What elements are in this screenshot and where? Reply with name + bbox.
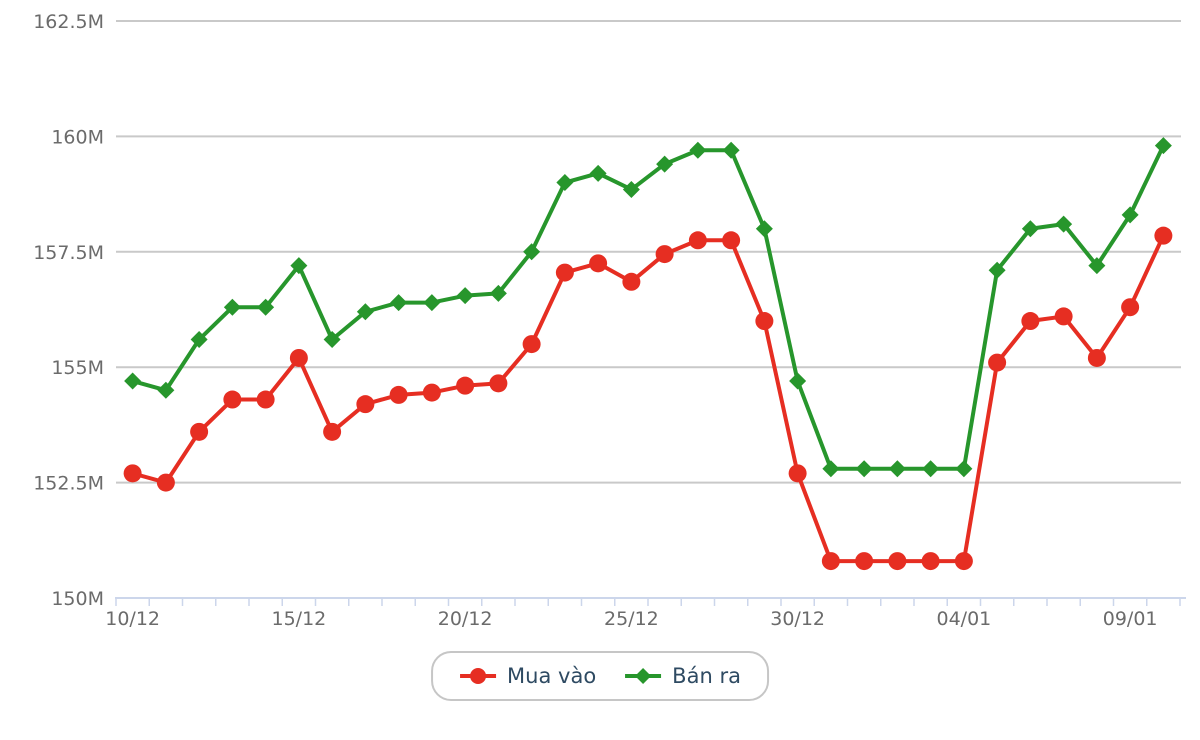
data-point-circle[interactable] [821,552,840,571]
data-point-circle[interactable] [123,464,142,483]
data-point-diamond[interactable] [955,460,973,478]
series-line-diamond [130,143,1166,471]
legend-item-buy[interactable]: Mua vào [459,664,596,688]
data-point-circle[interactable] [589,254,608,273]
data-point-diamond[interactable] [822,460,840,478]
y-axis-label: 160M [51,126,104,148]
data-point-diamond[interactable] [689,141,707,159]
data-point-diamond[interactable] [489,284,507,302]
data-point-circle[interactable] [1054,307,1073,326]
data-point-diamond[interactable] [257,298,275,316]
data-point-circle[interactable] [256,390,275,409]
legend-item-sell[interactable]: Bán ra [624,664,741,688]
data-point-circle[interactable] [722,231,741,250]
data-point-circle[interactable] [622,272,641,291]
data-point-circle[interactable] [921,552,940,571]
data-point-diamond[interactable] [656,155,674,173]
data-point-circle[interactable] [156,473,175,492]
chart-legend: Mua vào Bán ra [431,651,769,701]
y-axis-label: 150M [51,588,104,610]
data-point-diamond[interactable] [1121,206,1139,224]
data-point-diamond[interactable] [589,164,607,182]
legend-marker-shape [470,668,487,684]
data-point-circle[interactable] [688,231,707,250]
x-axis-label: 15/12 [271,608,326,630]
legend-label: Bán ra [672,664,741,688]
x-axis-label: 04/01 [936,608,991,630]
data-point-circle[interactable] [655,245,674,264]
data-point-circle[interactable] [1021,312,1040,331]
data-point-circle[interactable] [954,552,973,571]
data-point-diamond[interactable] [922,460,940,478]
data-point-diamond[interactable] [622,180,640,198]
data-point-circle[interactable] [522,335,541,354]
data-point-circle[interactable] [1154,226,1173,245]
x-axis-label: 20/12 [438,608,493,630]
data-point-circle[interactable] [289,348,308,367]
y-axis-label: 157.5M [33,242,104,264]
x-axis-label: 30/12 [770,608,825,630]
data-point-circle[interactable] [855,552,874,571]
data-point-diamond[interactable] [556,174,574,192]
y-axis-label: 152.5M [33,473,104,495]
data-point-circle[interactable] [356,395,375,414]
data-point-diamond[interactable] [789,372,807,390]
data-point-diamond[interactable] [190,331,208,349]
data-point-circle[interactable] [389,385,408,404]
x-axis-label: 10/12 [105,608,160,630]
data-point-diamond[interactable] [855,460,873,478]
data-point-circle[interactable] [1121,298,1140,317]
data-point-circle[interactable] [988,353,1007,372]
data-point-diamond[interactable] [456,287,474,305]
legend-label: Mua vào [507,664,597,688]
data-point-circle[interactable] [223,390,242,409]
data-point-diamond[interactable] [988,261,1006,279]
data-point-diamond[interactable] [523,243,541,261]
data-point-diamond[interactable] [1021,220,1039,238]
legend-diamond-marker-icon [625,668,662,684]
data-point-diamond[interactable] [755,220,773,238]
data-point-circle[interactable] [755,312,774,331]
data-point-circle[interactable] [788,464,807,483]
data-point-circle[interactable] [422,383,441,402]
data-point-diamond[interactable] [390,294,408,312]
data-point-diamond[interactable] [1055,215,1073,233]
data-point-diamond[interactable] [1154,137,1172,155]
data-point-circle[interactable] [323,422,342,441]
data-point-diamond[interactable] [423,294,441,312]
data-point-circle[interactable] [489,374,508,393]
data-point-circle[interactable] [888,552,907,571]
data-point-circle[interactable] [555,263,574,282]
data-point-diamond[interactable] [356,303,374,321]
data-point-circle[interactable] [190,422,209,441]
data-point-diamond[interactable] [124,372,142,390]
data-point-diamond[interactable] [323,331,341,349]
legend-circle-marker-icon [460,668,497,684]
legend-marker-shape [635,668,652,684]
data-point-diamond[interactable] [223,298,241,316]
y-axis-label: 155M [51,357,104,379]
data-point-diamond[interactable] [722,141,740,159]
data-point-diamond[interactable] [888,460,906,478]
data-point-circle[interactable] [1087,348,1106,367]
y-axis-label: 162.5M [33,11,104,33]
data-point-diamond[interactable] [290,257,308,275]
series-line-circle [130,233,1166,564]
data-point-circle[interactable] [456,376,475,395]
x-axis-label: 09/01 [1103,608,1158,630]
x-axis-label: 25/12 [604,608,659,630]
data-point-diamond[interactable] [1088,257,1106,275]
data-point-diamond[interactable] [157,381,175,399]
